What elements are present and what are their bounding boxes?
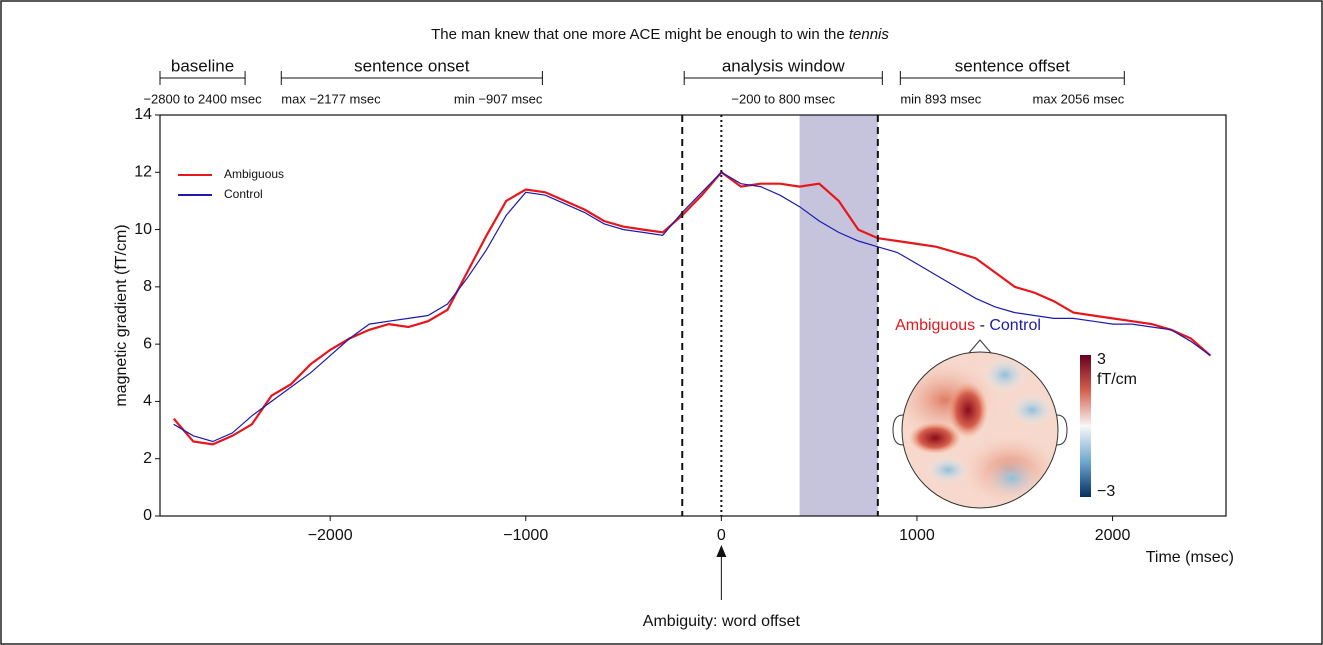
topoplot bbox=[892, 339, 1091, 509]
y-tick-label: 12 bbox=[134, 164, 152, 181]
inset-title-b: Control bbox=[989, 317, 1041, 334]
colorbar-unit: fT/cm bbox=[1097, 371, 1137, 388]
period-sublabel: max −2177 msec bbox=[281, 91, 381, 106]
period-label: sentence offset bbox=[955, 56, 1070, 75]
period-sublabel: −2800 to 2400 msec bbox=[143, 91, 262, 106]
period-sublabel: min −907 msec bbox=[454, 91, 543, 106]
y-tick-label: 2 bbox=[143, 450, 152, 467]
data-line bbox=[172, 170, 1212, 446]
head-outline bbox=[901, 351, 1059, 509]
y-axis-label: magnetic gradient (fT/cm) bbox=[113, 224, 130, 406]
title-italic: tennis bbox=[849, 26, 890, 43]
nose bbox=[967, 339, 993, 355]
period-sublabel: −200 to 800 msec bbox=[731, 91, 835, 106]
period-bracket bbox=[280, 71, 543, 85]
y-tick-label: 6 bbox=[143, 335, 152, 352]
x-tick-label: −1000 bbox=[503, 527, 548, 544]
period-label: sentence onset bbox=[354, 56, 470, 75]
period-bracket bbox=[159, 71, 246, 85]
data-line bbox=[173, 171, 1211, 443]
ear bbox=[1056, 414, 1068, 446]
y-tick-label: 8 bbox=[143, 278, 152, 295]
shaded-region bbox=[799, 115, 878, 516]
y-tick-label: 14 bbox=[134, 106, 152, 123]
inset-separator: - bbox=[975, 317, 989, 334]
x-tick-label: 1000 bbox=[899, 527, 935, 544]
x-tick-label: 2000 bbox=[1095, 527, 1131, 544]
ear bbox=[892, 414, 904, 446]
legend-label: Control bbox=[224, 187, 263, 201]
chart-title: The man knew that one more ACE might be … bbox=[431, 26, 889, 43]
period-label: baseline bbox=[171, 56, 234, 75]
period-sublabel: min 893 msec bbox=[900, 91, 981, 106]
x-axis-label: Time (msec) bbox=[1146, 549, 1234, 566]
x-tick-label: 0 bbox=[717, 527, 726, 544]
y-tick-label: 0 bbox=[143, 507, 152, 524]
colorbar bbox=[1080, 355, 1091, 497]
y-tick-label: 4 bbox=[143, 393, 152, 410]
legend-label: Ambiguous bbox=[224, 167, 284, 181]
period-bracket bbox=[899, 71, 1125, 85]
period-sublabel: max 2056 msec bbox=[1033, 91, 1125, 106]
period-label: analysis window bbox=[722, 56, 846, 75]
axes-frame bbox=[159, 114, 1227, 517]
colorbar-tick-label: −3 bbox=[1097, 483, 1115, 500]
arrow-label: Ambiguity: word offset bbox=[643, 613, 801, 630]
y-tick-label: 10 bbox=[134, 221, 152, 238]
arrow-head bbox=[716, 545, 727, 557]
inset-title: Ambiguous - Control bbox=[895, 317, 1041, 334]
x-tick-label: −2000 bbox=[308, 527, 353, 544]
inset-title-a: Ambiguous bbox=[895, 317, 975, 334]
period-bracket bbox=[683, 71, 883, 85]
colorbar-tick-label: 3 bbox=[1097, 351, 1106, 368]
title-text: The man knew that one more ACE might be … bbox=[431, 26, 849, 43]
